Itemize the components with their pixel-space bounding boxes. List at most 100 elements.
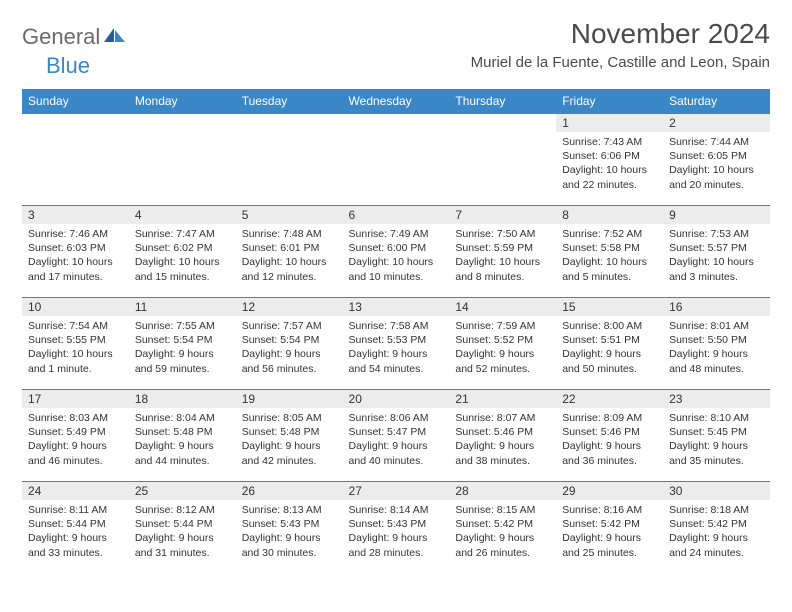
calendar-cell: 13Sunrise: 7:58 AMSunset: 5:53 PMDayligh… bbox=[343, 298, 450, 390]
calendar-cell: 30Sunrise: 8:18 AMSunset: 5:42 PMDayligh… bbox=[663, 482, 770, 574]
calendar-table: Sunday Monday Tuesday Wednesday Thursday… bbox=[22, 89, 770, 574]
day-number: 3 bbox=[22, 206, 129, 224]
day-details: Sunrise: 7:57 AMSunset: 5:54 PMDaylight:… bbox=[236, 316, 343, 380]
day-number: 5 bbox=[236, 206, 343, 224]
day-number: 7 bbox=[449, 206, 556, 224]
day-details: Sunrise: 8:04 AMSunset: 5:48 PMDaylight:… bbox=[129, 408, 236, 472]
day-number: 6 bbox=[343, 206, 450, 224]
day-number: 23 bbox=[663, 390, 770, 408]
day-number: 17 bbox=[22, 390, 129, 408]
day-details: Sunrise: 7:58 AMSunset: 5:53 PMDaylight:… bbox=[343, 316, 450, 380]
calendar-cell: 12Sunrise: 7:57 AMSunset: 5:54 PMDayligh… bbox=[236, 298, 343, 390]
day-details: Sunrise: 7:52 AMSunset: 5:58 PMDaylight:… bbox=[556, 224, 663, 288]
weekday-header: Sunday bbox=[22, 89, 129, 114]
calendar-row: 3Sunrise: 7:46 AMSunset: 6:03 PMDaylight… bbox=[22, 206, 770, 298]
calendar-cell bbox=[236, 114, 343, 206]
day-details: Sunrise: 8:03 AMSunset: 5:49 PMDaylight:… bbox=[22, 408, 129, 472]
calendar-cell: 6Sunrise: 7:49 AMSunset: 6:00 PMDaylight… bbox=[343, 206, 450, 298]
calendar-cell: 24Sunrise: 8:11 AMSunset: 5:44 PMDayligh… bbox=[22, 482, 129, 574]
day-details: Sunrise: 8:00 AMSunset: 5:51 PMDaylight:… bbox=[556, 316, 663, 380]
day-details: Sunrise: 7:43 AMSunset: 6:06 PMDaylight:… bbox=[556, 132, 663, 196]
day-details: Sunrise: 7:44 AMSunset: 6:05 PMDaylight:… bbox=[663, 132, 770, 196]
calendar-cell: 9Sunrise: 7:53 AMSunset: 5:57 PMDaylight… bbox=[663, 206, 770, 298]
calendar-row: 17Sunrise: 8:03 AMSunset: 5:49 PMDayligh… bbox=[22, 390, 770, 482]
day-number: 19 bbox=[236, 390, 343, 408]
calendar-cell: 21Sunrise: 8:07 AMSunset: 5:46 PMDayligh… bbox=[449, 390, 556, 482]
calendar-cell: 25Sunrise: 8:12 AMSunset: 5:44 PMDayligh… bbox=[129, 482, 236, 574]
day-details: Sunrise: 8:07 AMSunset: 5:46 PMDaylight:… bbox=[449, 408, 556, 472]
day-details: Sunrise: 8:11 AMSunset: 5:44 PMDaylight:… bbox=[22, 500, 129, 564]
day-number: 20 bbox=[343, 390, 450, 408]
day-number: 24 bbox=[22, 482, 129, 500]
day-number: 14 bbox=[449, 298, 556, 316]
calendar-cell: 2Sunrise: 7:44 AMSunset: 6:05 PMDaylight… bbox=[663, 114, 770, 206]
logo: General bbox=[22, 18, 128, 50]
day-details: Sunrise: 7:54 AMSunset: 5:55 PMDaylight:… bbox=[22, 316, 129, 380]
calendar-cell: 20Sunrise: 8:06 AMSunset: 5:47 PMDayligh… bbox=[343, 390, 450, 482]
day-details: Sunrise: 7:49 AMSunset: 6:00 PMDaylight:… bbox=[343, 224, 450, 288]
calendar-row: 24Sunrise: 8:11 AMSunset: 5:44 PMDayligh… bbox=[22, 482, 770, 574]
sail-icon bbox=[104, 26, 126, 49]
day-details: Sunrise: 7:55 AMSunset: 5:54 PMDaylight:… bbox=[129, 316, 236, 380]
weekday-header: Friday bbox=[556, 89, 663, 114]
logo-text-blue: Blue bbox=[46, 53, 90, 78]
day-details: Sunrise: 8:14 AMSunset: 5:43 PMDaylight:… bbox=[343, 500, 450, 564]
day-details: Sunrise: 7:53 AMSunset: 5:57 PMDaylight:… bbox=[663, 224, 770, 288]
logo-text-general: General bbox=[22, 24, 100, 50]
day-details: Sunrise: 7:47 AMSunset: 6:02 PMDaylight:… bbox=[129, 224, 236, 288]
day-details: Sunrise: 7:50 AMSunset: 5:59 PMDaylight:… bbox=[449, 224, 556, 288]
day-number: 22 bbox=[556, 390, 663, 408]
calendar-cell: 19Sunrise: 8:05 AMSunset: 5:48 PMDayligh… bbox=[236, 390, 343, 482]
day-number: 13 bbox=[343, 298, 450, 316]
day-number: 11 bbox=[129, 298, 236, 316]
weekday-header: Saturday bbox=[663, 89, 770, 114]
day-details: Sunrise: 8:05 AMSunset: 5:48 PMDaylight:… bbox=[236, 408, 343, 472]
day-number: 18 bbox=[129, 390, 236, 408]
day-number: 12 bbox=[236, 298, 343, 316]
calendar-cell: 29Sunrise: 8:16 AMSunset: 5:42 PMDayligh… bbox=[556, 482, 663, 574]
calendar-cell: 16Sunrise: 8:01 AMSunset: 5:50 PMDayligh… bbox=[663, 298, 770, 390]
weekday-header: Monday bbox=[129, 89, 236, 114]
calendar-row: 1Sunrise: 7:43 AMSunset: 6:06 PMDaylight… bbox=[22, 114, 770, 206]
day-number: 28 bbox=[449, 482, 556, 500]
day-details: Sunrise: 8:09 AMSunset: 5:46 PMDaylight:… bbox=[556, 408, 663, 472]
weekday-header: Thursday bbox=[449, 89, 556, 114]
calendar-cell: 11Sunrise: 7:55 AMSunset: 5:54 PMDayligh… bbox=[129, 298, 236, 390]
calendar-cell bbox=[22, 114, 129, 206]
day-details: Sunrise: 8:18 AMSunset: 5:42 PMDaylight:… bbox=[663, 500, 770, 564]
calendar-cell bbox=[449, 114, 556, 206]
day-number: 2 bbox=[663, 114, 770, 132]
day-details: Sunrise: 8:13 AMSunset: 5:43 PMDaylight:… bbox=[236, 500, 343, 564]
calendar-cell: 22Sunrise: 8:09 AMSunset: 5:46 PMDayligh… bbox=[556, 390, 663, 482]
calendar-cell: 14Sunrise: 7:59 AMSunset: 5:52 PMDayligh… bbox=[449, 298, 556, 390]
weekday-header-row: Sunday Monday Tuesday Wednesday Thursday… bbox=[22, 89, 770, 114]
day-number: 9 bbox=[663, 206, 770, 224]
day-details: Sunrise: 8:16 AMSunset: 5:42 PMDaylight:… bbox=[556, 500, 663, 564]
calendar-cell: 5Sunrise: 7:48 AMSunset: 6:01 PMDaylight… bbox=[236, 206, 343, 298]
calendar-row: 10Sunrise: 7:54 AMSunset: 5:55 PMDayligh… bbox=[22, 298, 770, 390]
calendar-cell: 3Sunrise: 7:46 AMSunset: 6:03 PMDaylight… bbox=[22, 206, 129, 298]
calendar-cell: 15Sunrise: 8:00 AMSunset: 5:51 PMDayligh… bbox=[556, 298, 663, 390]
weekday-header: Tuesday bbox=[236, 89, 343, 114]
calendar-cell: 7Sunrise: 7:50 AMSunset: 5:59 PMDaylight… bbox=[449, 206, 556, 298]
calendar-cell bbox=[343, 114, 450, 206]
calendar-cell: 26Sunrise: 8:13 AMSunset: 5:43 PMDayligh… bbox=[236, 482, 343, 574]
day-number: 16 bbox=[663, 298, 770, 316]
calendar-cell: 10Sunrise: 7:54 AMSunset: 5:55 PMDayligh… bbox=[22, 298, 129, 390]
calendar-body: 1Sunrise: 7:43 AMSunset: 6:06 PMDaylight… bbox=[22, 114, 770, 574]
calendar-cell: 18Sunrise: 8:04 AMSunset: 5:48 PMDayligh… bbox=[129, 390, 236, 482]
day-number: 29 bbox=[556, 482, 663, 500]
calendar-cell: 27Sunrise: 8:14 AMSunset: 5:43 PMDayligh… bbox=[343, 482, 450, 574]
calendar-cell: 17Sunrise: 8:03 AMSunset: 5:49 PMDayligh… bbox=[22, 390, 129, 482]
page-title: November 2024 bbox=[471, 18, 770, 50]
day-number: 26 bbox=[236, 482, 343, 500]
calendar-cell: 4Sunrise: 7:47 AMSunset: 6:02 PMDaylight… bbox=[129, 206, 236, 298]
day-details: Sunrise: 8:12 AMSunset: 5:44 PMDaylight:… bbox=[129, 500, 236, 564]
day-details: Sunrise: 7:59 AMSunset: 5:52 PMDaylight:… bbox=[449, 316, 556, 380]
day-details: Sunrise: 7:48 AMSunset: 6:01 PMDaylight:… bbox=[236, 224, 343, 288]
day-details: Sunrise: 7:46 AMSunset: 6:03 PMDaylight:… bbox=[22, 224, 129, 288]
day-number: 4 bbox=[129, 206, 236, 224]
calendar-cell: 23Sunrise: 8:10 AMSunset: 5:45 PMDayligh… bbox=[663, 390, 770, 482]
day-number: 21 bbox=[449, 390, 556, 408]
weekday-header: Wednesday bbox=[343, 89, 450, 114]
